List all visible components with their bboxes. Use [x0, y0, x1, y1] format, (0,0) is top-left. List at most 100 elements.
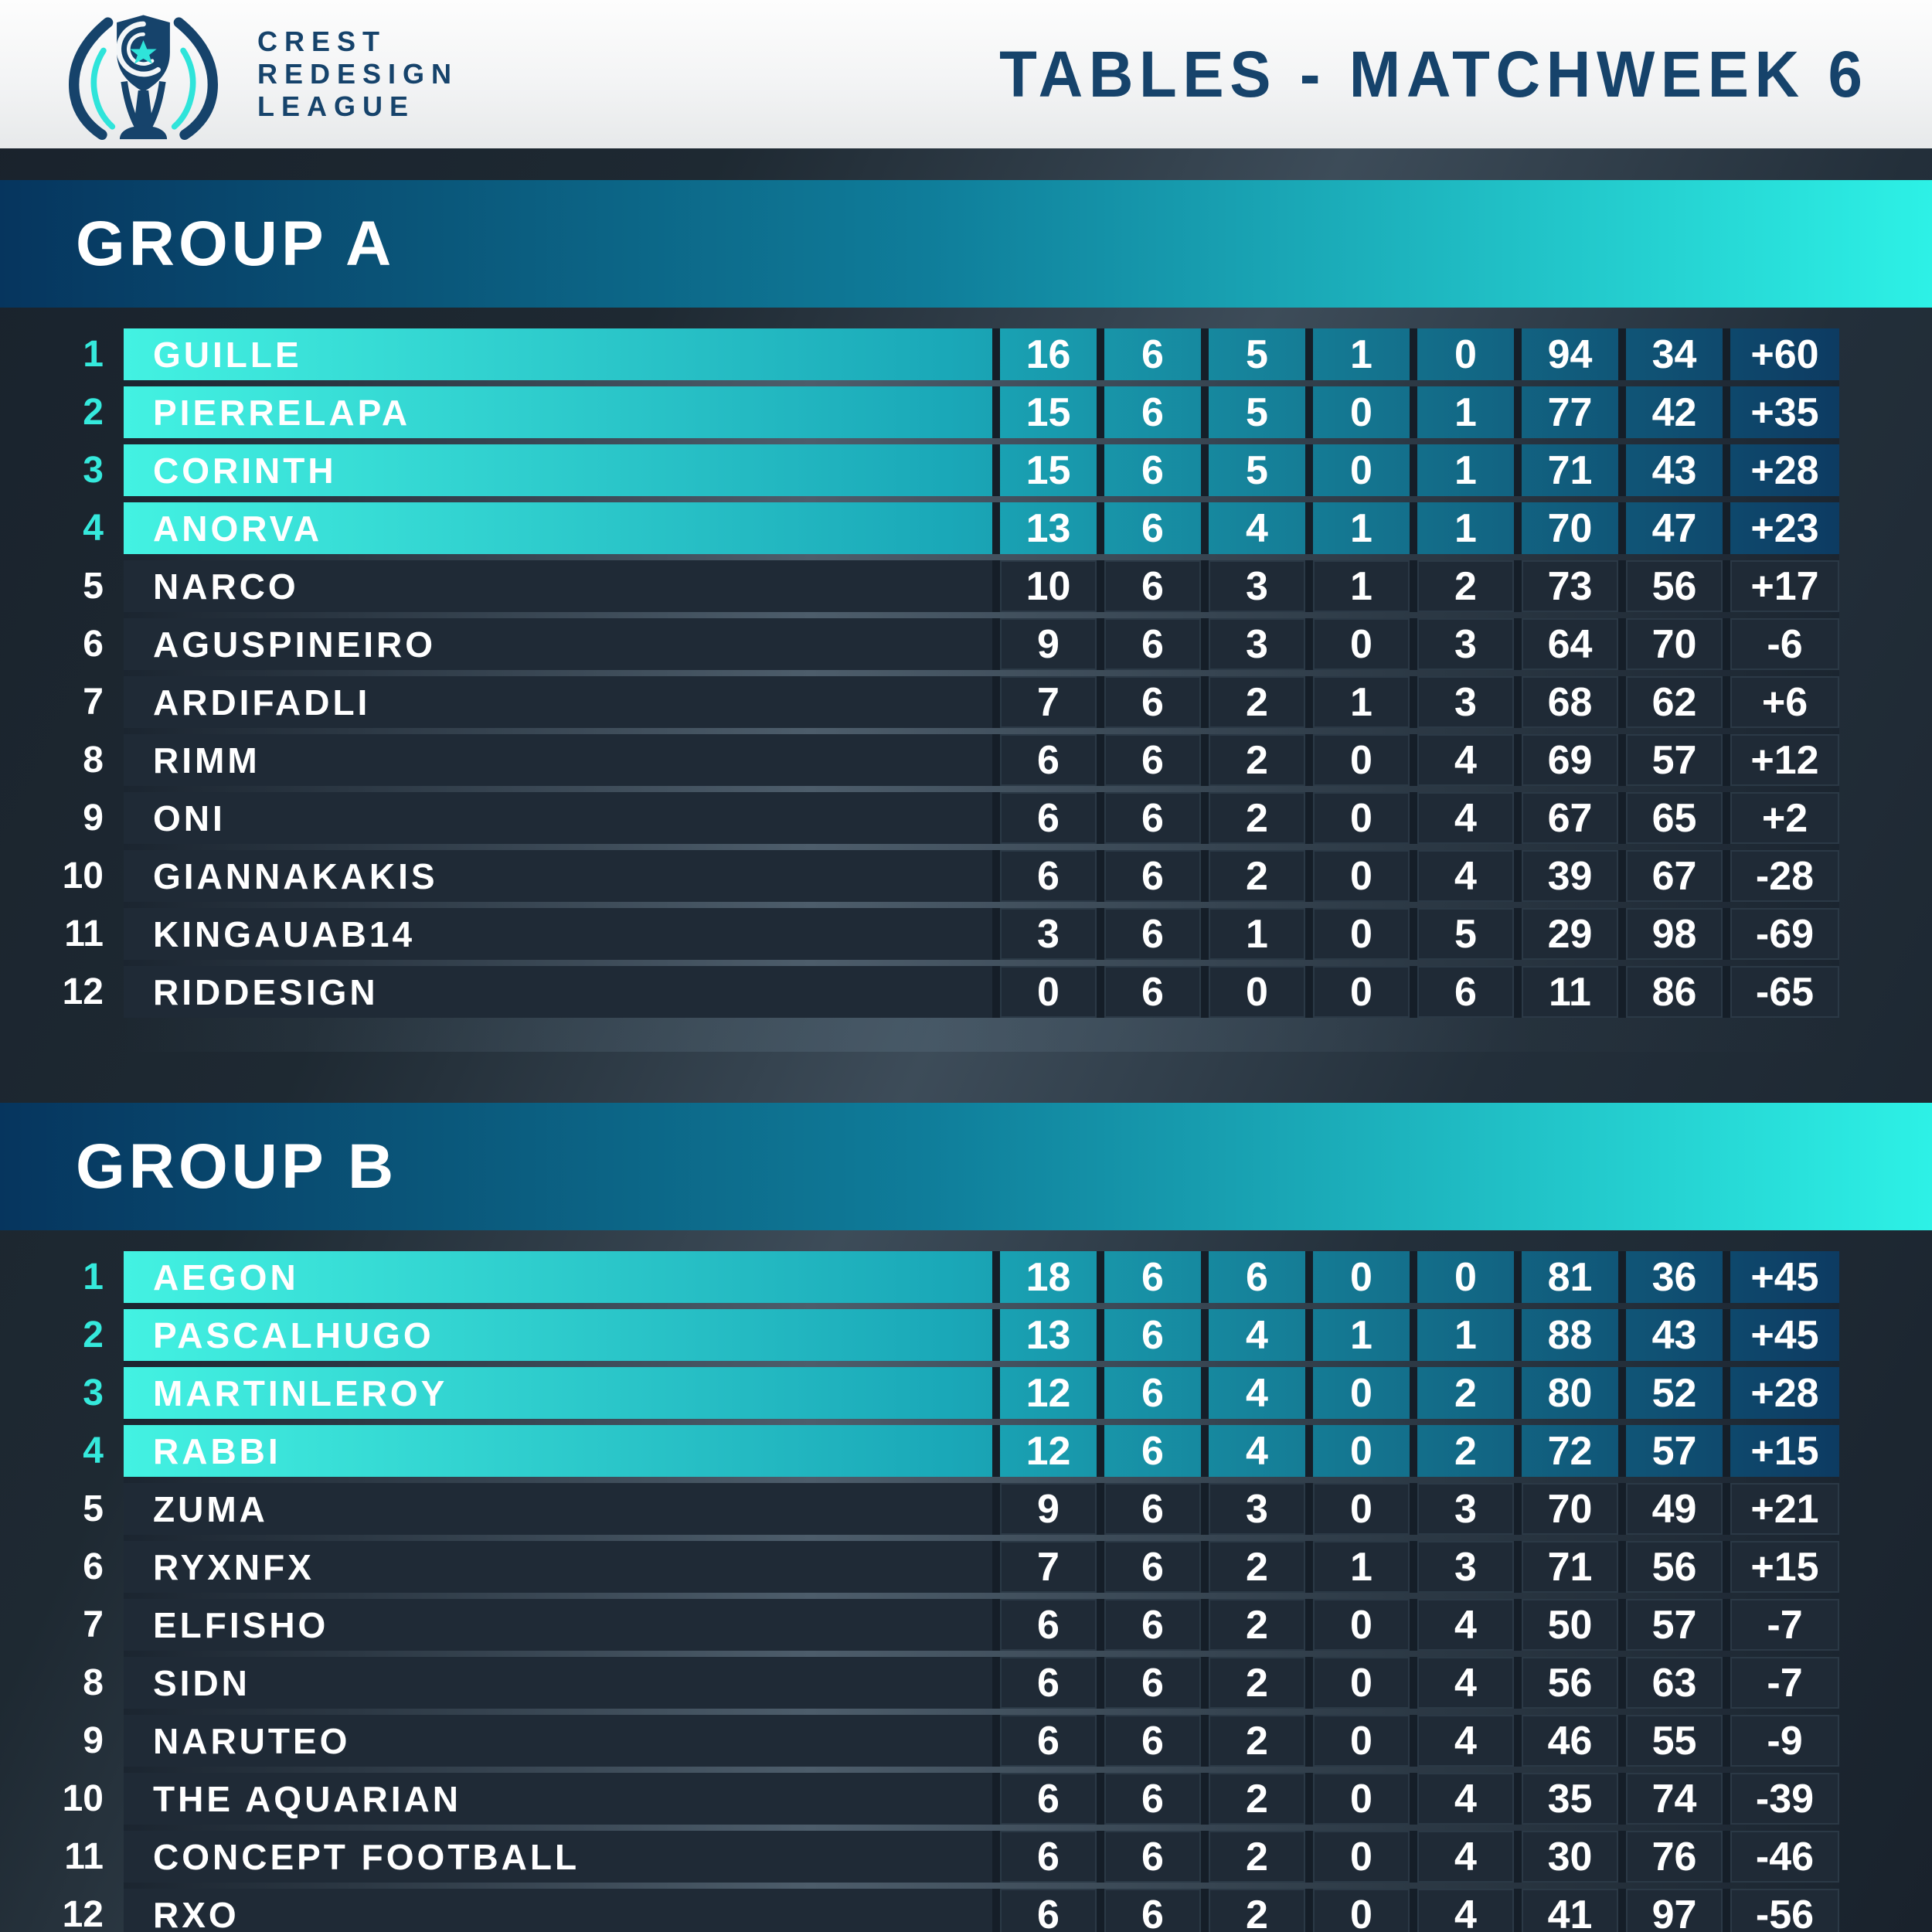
row-separator [124, 554, 1839, 560]
team-name-cell: PIERRELAPA [153, 392, 411, 433]
rank-cell: 1 [83, 1257, 104, 1298]
team-name-cell: CORINTH [153, 450, 337, 491]
stat-cell: 6 [992, 1657, 1097, 1709]
rank-cell: 7 [83, 682, 104, 723]
row-separator [124, 1825, 1839, 1831]
stat-cell: +15 [1723, 1541, 1839, 1593]
stat-cell: 71 [1514, 444, 1618, 496]
stat-cell: -7 [1723, 1599, 1839, 1651]
rank-cell: 6 [83, 1546, 104, 1587]
stat-cell: 63 [1618, 1657, 1723, 1709]
stat-cell: 6 [1097, 560, 1201, 612]
rank-cell: 9 [83, 798, 104, 838]
stat-cell: 6 [992, 1599, 1097, 1651]
stat-cell: -65 [1723, 966, 1839, 1018]
stat-cell: 71 [1514, 1541, 1618, 1593]
stat-cell: +45 [1723, 1251, 1839, 1303]
stat-cell: 76 [1618, 1831, 1723, 1883]
rank-cell: 8 [83, 740, 104, 781]
stat-cell: 6 [1097, 1889, 1201, 1932]
stat-cell: 2 [1201, 792, 1305, 844]
stat-cell: 0 [1305, 444, 1410, 496]
stat-cell: 43 [1618, 444, 1723, 496]
row-separator [124, 728, 1839, 734]
group-a-table: 1 GUILLE 16 6 5 1 0 94 34 +60 2 PIERRELAPA 15 6 5 0 1 77 4… [0, 328, 1932, 1052]
table-row: 10 GIANNAKAKIS 6 6 2 0 4 39 67 -28 [43, 850, 1839, 902]
stat-cell: +12 [1723, 734, 1839, 786]
stat-cell: 3 [1410, 676, 1514, 728]
table-row: 12 RXO 6 6 2 0 4 41 97 -56 [43, 1889, 1839, 1932]
stat-cell: 4 [1410, 1657, 1514, 1709]
rank-cell: 2 [83, 392, 104, 433]
stat-cell: 0 [1410, 1251, 1514, 1303]
stat-cell: 6 [1097, 502, 1201, 554]
stat-cell: 3 [1201, 1483, 1305, 1535]
rank-cell: 3 [83, 450, 104, 491]
stat-cell: 52 [1618, 1367, 1723, 1419]
table-row: 3 CORINTH 15 6 5 0 1 71 43 +28 [43, 444, 1839, 496]
stat-cell: 0 [1201, 966, 1305, 1018]
stat-cell: 1 [1201, 908, 1305, 960]
stat-cell: 39 [1514, 850, 1618, 902]
stat-cell: 6 [1097, 1367, 1201, 1419]
row-separator [124, 786, 1839, 792]
stat-cell: 2 [1201, 1831, 1305, 1883]
stat-cell: 6 [992, 1831, 1097, 1883]
team-name-cell: RXO [124, 1889, 992, 1932]
stat-cell: 6 [1097, 1251, 1201, 1303]
stat-cell: 42 [1618, 386, 1723, 438]
stat-cell: 47 [1618, 502, 1723, 554]
rank-cell: 10 [62, 1778, 104, 1819]
stat-cell: +21 [1723, 1483, 1839, 1535]
stat-cell: 6 [1097, 386, 1201, 438]
stat-cell: 5 [1201, 386, 1305, 438]
stat-cell: 6 [992, 792, 1097, 844]
row-separator [124, 670, 1839, 676]
stat-cell: 6 [992, 1773, 1097, 1825]
stat-cell: 70 [1514, 502, 1618, 554]
stat-cell: 6 [1097, 734, 1201, 786]
stat-cell: -46 [1723, 1831, 1839, 1883]
stat-cell: 2 [1201, 1889, 1305, 1932]
team-name-cell: RIMM [124, 734, 992, 786]
rank-cell: 12 [62, 971, 104, 1012]
stat-cell: 0 [1305, 966, 1410, 1018]
stat-cell: 6 [1097, 1541, 1201, 1593]
team-name-cell: GUILLE [153, 334, 302, 375]
table-row: 4 ANORVA 13 6 4 1 1 70 47 +23 [43, 502, 1839, 554]
stat-cell: 5 [1410, 908, 1514, 960]
stat-cell: 6 [992, 850, 1097, 902]
team-name-cell: ARDIFADLI [124, 676, 992, 728]
stat-cell: 4 [1410, 792, 1514, 844]
stat-cell: 6 [1097, 908, 1201, 960]
stat-cell: 67 [1618, 850, 1723, 902]
stat-cell: 0 [1305, 734, 1410, 786]
stat-cell: 9 [992, 618, 1097, 670]
stat-cell: 57 [1618, 734, 1723, 786]
brand: CREST REDESIGN LEAGUE [53, 8, 458, 141]
stat-cell: 4 [1410, 1599, 1514, 1651]
stat-cell: 49 [1618, 1483, 1723, 1535]
row-separator [124, 960, 1839, 966]
table-row: 6 RYXNFX 7 6 2 1 3 71 56 +15 [43, 1541, 1839, 1593]
table-row: 8 SIDN 6 6 2 0 4 56 63 -7 [43, 1657, 1839, 1709]
stat-cell: 0 [1305, 1889, 1410, 1932]
group-a-section: GROUP A 1 GUILLE 16 6 5 1 0 94 34 +60 2 PIERRELAPA 1… [0, 180, 1932, 1052]
stat-cell: 88 [1514, 1309, 1618, 1361]
stat-cell: 36 [1618, 1251, 1723, 1303]
table-row: 2 PASCALHUGO 13 6 4 1 1 88 43 +45 [43, 1309, 1839, 1361]
table-row: 9 NARUTEO 6 6 2 0 4 46 55 -9 [43, 1715, 1839, 1767]
stat-cell: 12 [992, 1367, 1097, 1419]
team-name-cell: RIDDESIGN [124, 966, 992, 1018]
league-name-line-2: REDESIGN [257, 58, 459, 90]
row-separator [124, 612, 1839, 618]
stat-cell: +17 [1723, 560, 1839, 612]
stat-cell: 3 [1201, 618, 1305, 670]
stat-cell: 50 [1514, 1599, 1618, 1651]
stat-cell: 69 [1514, 734, 1618, 786]
team-name-cell: GIANNAKAKIS [124, 850, 992, 902]
stat-cell: 0 [1410, 328, 1514, 380]
stat-cell: -7 [1723, 1657, 1839, 1709]
table-row: 11 CONCEPT FOOTBALL 6 6 2 0 4 30 76 -46 [43, 1831, 1839, 1883]
stat-cell: 0 [1305, 1715, 1410, 1767]
